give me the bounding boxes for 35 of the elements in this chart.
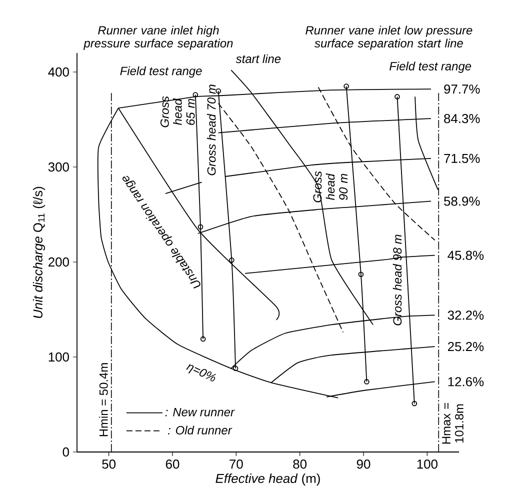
y-tick-label: 200 xyxy=(48,257,69,267)
x-tick-label: 80 xyxy=(293,460,307,469)
x-tick-label: 60 xyxy=(166,460,180,469)
series-label: 71.5% xyxy=(444,154,480,164)
y-tick-label: 100 xyxy=(48,352,69,362)
annotation: Gross head 98 m xyxy=(392,234,402,326)
annotation: start line xyxy=(236,54,281,64)
series-label: 97.7% xyxy=(444,84,480,94)
text: Runner vane inlet low pressure surface separation start line xyxy=(306,26,472,50)
x-tick-label: 50 xyxy=(102,460,116,469)
series-label: 12.6% xyxy=(448,377,484,386)
legend-label: : Old runner xyxy=(168,426,232,434)
annotation: Field test range xyxy=(390,62,472,73)
text: Runner vane inlet high pressure surface separation xyxy=(83,26,233,50)
ref-line-label: Hmax = 101.8m xyxy=(442,403,464,444)
series-label: 84.3% xyxy=(444,114,480,124)
series-label: 32.2% xyxy=(448,310,484,320)
annotation: Gross head 90 m xyxy=(313,171,348,202)
series-label: 58.9% xyxy=(444,196,480,206)
y-axis-title: Unit discharge Q$_{11}$ (ℓ/s) xyxy=(32,186,46,318)
x-tick-label: 70 xyxy=(230,460,243,469)
annotation: Gross head 65 m xyxy=(160,96,195,128)
ref-line-label: Hmin = 50.4m xyxy=(99,363,108,436)
y-tick-label: 0 xyxy=(62,447,69,457)
y-tick-label: 400 xyxy=(48,67,69,77)
series-label: 45.8% xyxy=(448,250,484,260)
annotation: Gross head 70 m xyxy=(206,84,216,176)
series-label: 25.2% xyxy=(448,342,484,352)
annotation: Field test range xyxy=(120,66,202,78)
x-tick-label: 90 xyxy=(356,460,370,469)
legend-label: : New runner xyxy=(165,408,235,416)
annotation: η=0% xyxy=(186,364,216,382)
x-tick-label: 100 xyxy=(417,460,438,469)
y-tick-label: 300 xyxy=(48,162,69,172)
x-axis-title: Effective head (m) xyxy=(216,474,320,486)
